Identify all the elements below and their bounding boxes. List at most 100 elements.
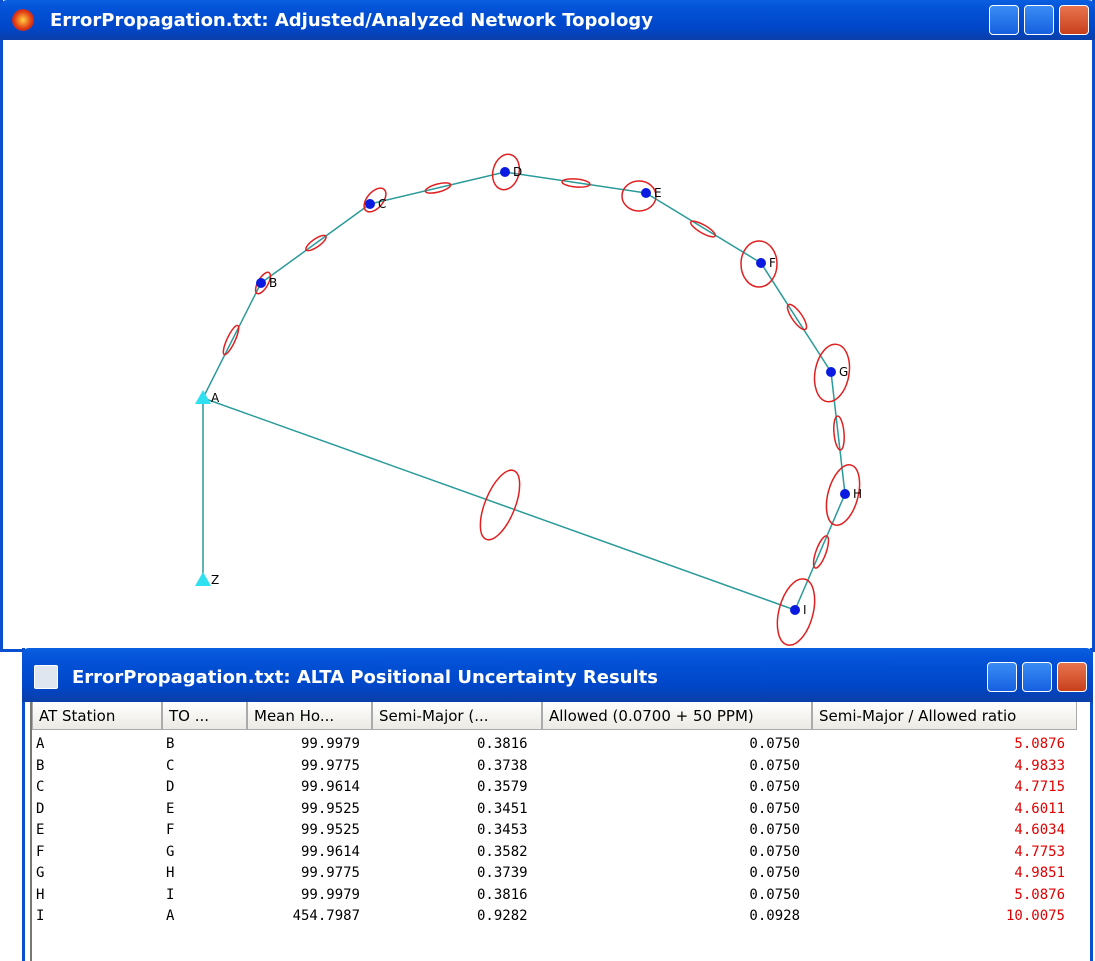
error-ellipse	[776, 578, 816, 646]
table-cell: G	[36, 865, 45, 881]
error-ellipse	[363, 187, 387, 213]
title-bar: ErrorPropagation.txt: Adjusted/Analyzed …	[0, 0, 1095, 40]
station-label: E	[654, 186, 662, 200]
table-cell: B	[166, 736, 175, 752]
table-cell: E	[36, 822, 45, 838]
error-ellipse	[561, 178, 591, 188]
column-header[interactable]: Semi-Major (...	[372, 702, 542, 730]
station	[365, 199, 375, 209]
station-label: Z	[211, 573, 219, 587]
error-ellipse	[689, 220, 717, 238]
table-cell: 0.3451	[477, 800, 528, 817]
column-header[interactable]: TO ...	[162, 702, 247, 730]
table-cell: F	[166, 822, 175, 838]
minimize-button[interactable]	[989, 5, 1019, 35]
table-cell: F	[36, 843, 45, 860]
table-cell: 99.9614	[300, 843, 360, 860]
table-cell: 0.3453	[477, 822, 528, 838]
ratio-cell: 4.9851	[1014, 865, 1065, 881]
topology-window: ErrorPropagation.txt: Adjusted/Analyzed …	[0, 0, 1095, 652]
column-header[interactable]: Semi-Major / Allowed ratio	[812, 702, 1077, 730]
network-line	[369, 171, 506, 205]
table-cell: 99.9979	[300, 736, 360, 752]
minimize-button[interactable]	[987, 662, 1017, 692]
table-cell: A	[166, 908, 175, 924]
app-icon	[12, 9, 34, 31]
ratio-cell: 4.6034	[1014, 822, 1065, 838]
table-cell: I	[166, 886, 175, 903]
table-cell: A	[36, 736, 45, 752]
table-cell: 0.3816	[477, 736, 528, 752]
ratio-cell: 4.7753	[1014, 843, 1065, 860]
window-title: ErrorPropagation.txt: ALTA Positional Un…	[72, 666, 658, 688]
table-cell: 99.9775	[300, 865, 360, 881]
title-bar: ErrorPropagation.txt: ALTA Positional Un…	[22, 648, 1093, 702]
maximize-button[interactable]	[1024, 5, 1054, 35]
results-table: AT Station TO ... Mean Ho... Semi-Major (..…	[30, 702, 1090, 961]
table-cell: D	[36, 800, 45, 817]
close-button[interactable]	[1057, 662, 1087, 692]
ratio-cell: 10.0075	[1005, 908, 1065, 924]
table-cell: 99.9525	[300, 822, 360, 838]
table-cell: 99.9525	[300, 800, 360, 817]
table-cell: 99.9979	[300, 886, 360, 903]
table-cell: E	[166, 800, 175, 817]
table-cell: 99.9614	[300, 779, 360, 795]
station	[840, 489, 850, 499]
station-label: B	[269, 276, 277, 290]
table-cell: 0.0750	[749, 865, 800, 881]
ratio-cell: 4.9833	[1014, 757, 1065, 774]
network-diagram: A B C D E F G H I Z	[195, 153, 862, 646]
table-cell: 0.0750	[749, 736, 800, 752]
maximize-button[interactable]	[1022, 662, 1052, 692]
table-cell: 0.0750	[749, 757, 800, 774]
control-station	[195, 390, 211, 404]
station	[256, 278, 266, 288]
table-cell: 0.0750	[749, 822, 800, 838]
network-line	[794, 493, 846, 611]
network-line	[830, 371, 846, 495]
control-station	[195, 572, 211, 586]
ratio-cell: 5.0876	[1014, 736, 1065, 752]
table-cell: I	[36, 908, 45, 924]
network-line	[260, 203, 371, 284]
close-button[interactable]	[1059, 5, 1089, 35]
table-cell: G	[166, 843, 175, 860]
table-cell: 99.9775	[300, 757, 360, 774]
station	[826, 367, 836, 377]
error-ellipse	[740, 240, 778, 288]
error-ellipse	[424, 182, 452, 194]
error-ellipse	[621, 180, 657, 212]
table-cell: 0.3816	[477, 886, 528, 903]
app-icon	[34, 665, 58, 689]
error-ellipse	[825, 464, 861, 526]
table-cell: 0.0750	[749, 886, 800, 903]
error-ellipse	[222, 324, 240, 356]
network-line	[760, 262, 832, 373]
ratio-cell: 4.7715	[1014, 779, 1065, 795]
window-title: ErrorPropagation.txt: Adjusted/Analyzed …	[50, 9, 653, 31]
column-header[interactable]: Allowed (0.0700 + 50 PPM)	[542, 702, 812, 730]
error-ellipse	[813, 343, 851, 403]
table-cell: 454.7987	[292, 908, 360, 924]
station-label: C	[378, 197, 386, 211]
column-header[interactable]: Mean Ho...	[247, 702, 372, 730]
table-cell: H	[166, 865, 175, 881]
station-label: H	[853, 487, 862, 501]
station	[756, 258, 766, 268]
table-cell: 0.0750	[749, 843, 800, 860]
error-ellipse	[305, 234, 327, 252]
table-cell: H	[36, 886, 45, 903]
table-cell: 0.3582	[477, 843, 528, 860]
station-label: F	[769, 256, 776, 270]
error-ellipse	[491, 153, 521, 191]
table-cell: 0.0750	[749, 779, 800, 795]
error-ellipse	[833, 415, 845, 451]
table-cell: 0.0928	[749, 908, 800, 924]
column-header[interactable]: AT Station	[32, 702, 162, 730]
ratio-cell: 4.6011	[1014, 800, 1065, 817]
table-cell: D	[166, 779, 175, 795]
station	[641, 188, 651, 198]
error-ellipse	[479, 469, 521, 541]
